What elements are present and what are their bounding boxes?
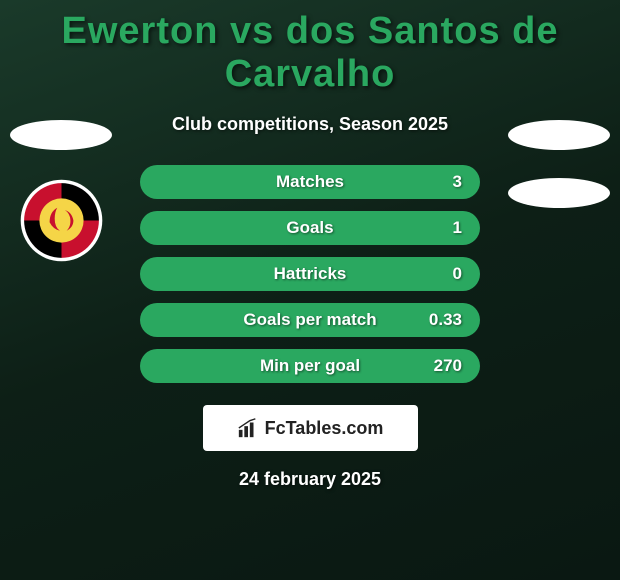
stat-label: Goals — [286, 218, 333, 238]
player-placeholder-right-2 — [508, 178, 610, 208]
comparison-title: Ewerton vs dos Santos de Carvalho — [0, 0, 620, 96]
stat-label: Hattricks — [274, 264, 347, 284]
stat-row-min-per-goal: Min per goal 270 — [140, 349, 480, 383]
bar-chart-icon — [237, 417, 259, 439]
stat-label: Matches — [276, 172, 344, 192]
brand-text: FcTables.com — [265, 418, 384, 439]
brand-logo: FcTables.com — [203, 405, 418, 451]
stats-list: Matches 3 Goals 1 Hattricks 0 Goals per … — [140, 165, 480, 383]
snapshot-date: 24 february 2025 — [0, 469, 620, 490]
stat-label: Min per goal — [260, 356, 360, 376]
sport-recife-crest-icon — [19, 178, 104, 263]
right-player-column — [508, 120, 610, 208]
stat-value: 270 — [434, 356, 462, 376]
stat-row-hattricks: Hattricks 0 — [140, 257, 480, 291]
player-placeholder-left — [10, 120, 112, 150]
club-logo-left — [11, 178, 111, 263]
stat-row-matches: Matches 3 — [140, 165, 480, 199]
stat-row-goals: Goals 1 — [140, 211, 480, 245]
stat-value: 3 — [453, 172, 462, 192]
left-player-column — [10, 120, 112, 263]
stat-value: 0 — [453, 264, 462, 284]
stat-row-goals-per-match: Goals per match 0.33 — [140, 303, 480, 337]
stat-value: 0.33 — [429, 310, 462, 330]
player-placeholder-right-1 — [508, 120, 610, 150]
stat-value: 1 — [453, 218, 462, 238]
stat-label: Goals per match — [243, 310, 376, 330]
